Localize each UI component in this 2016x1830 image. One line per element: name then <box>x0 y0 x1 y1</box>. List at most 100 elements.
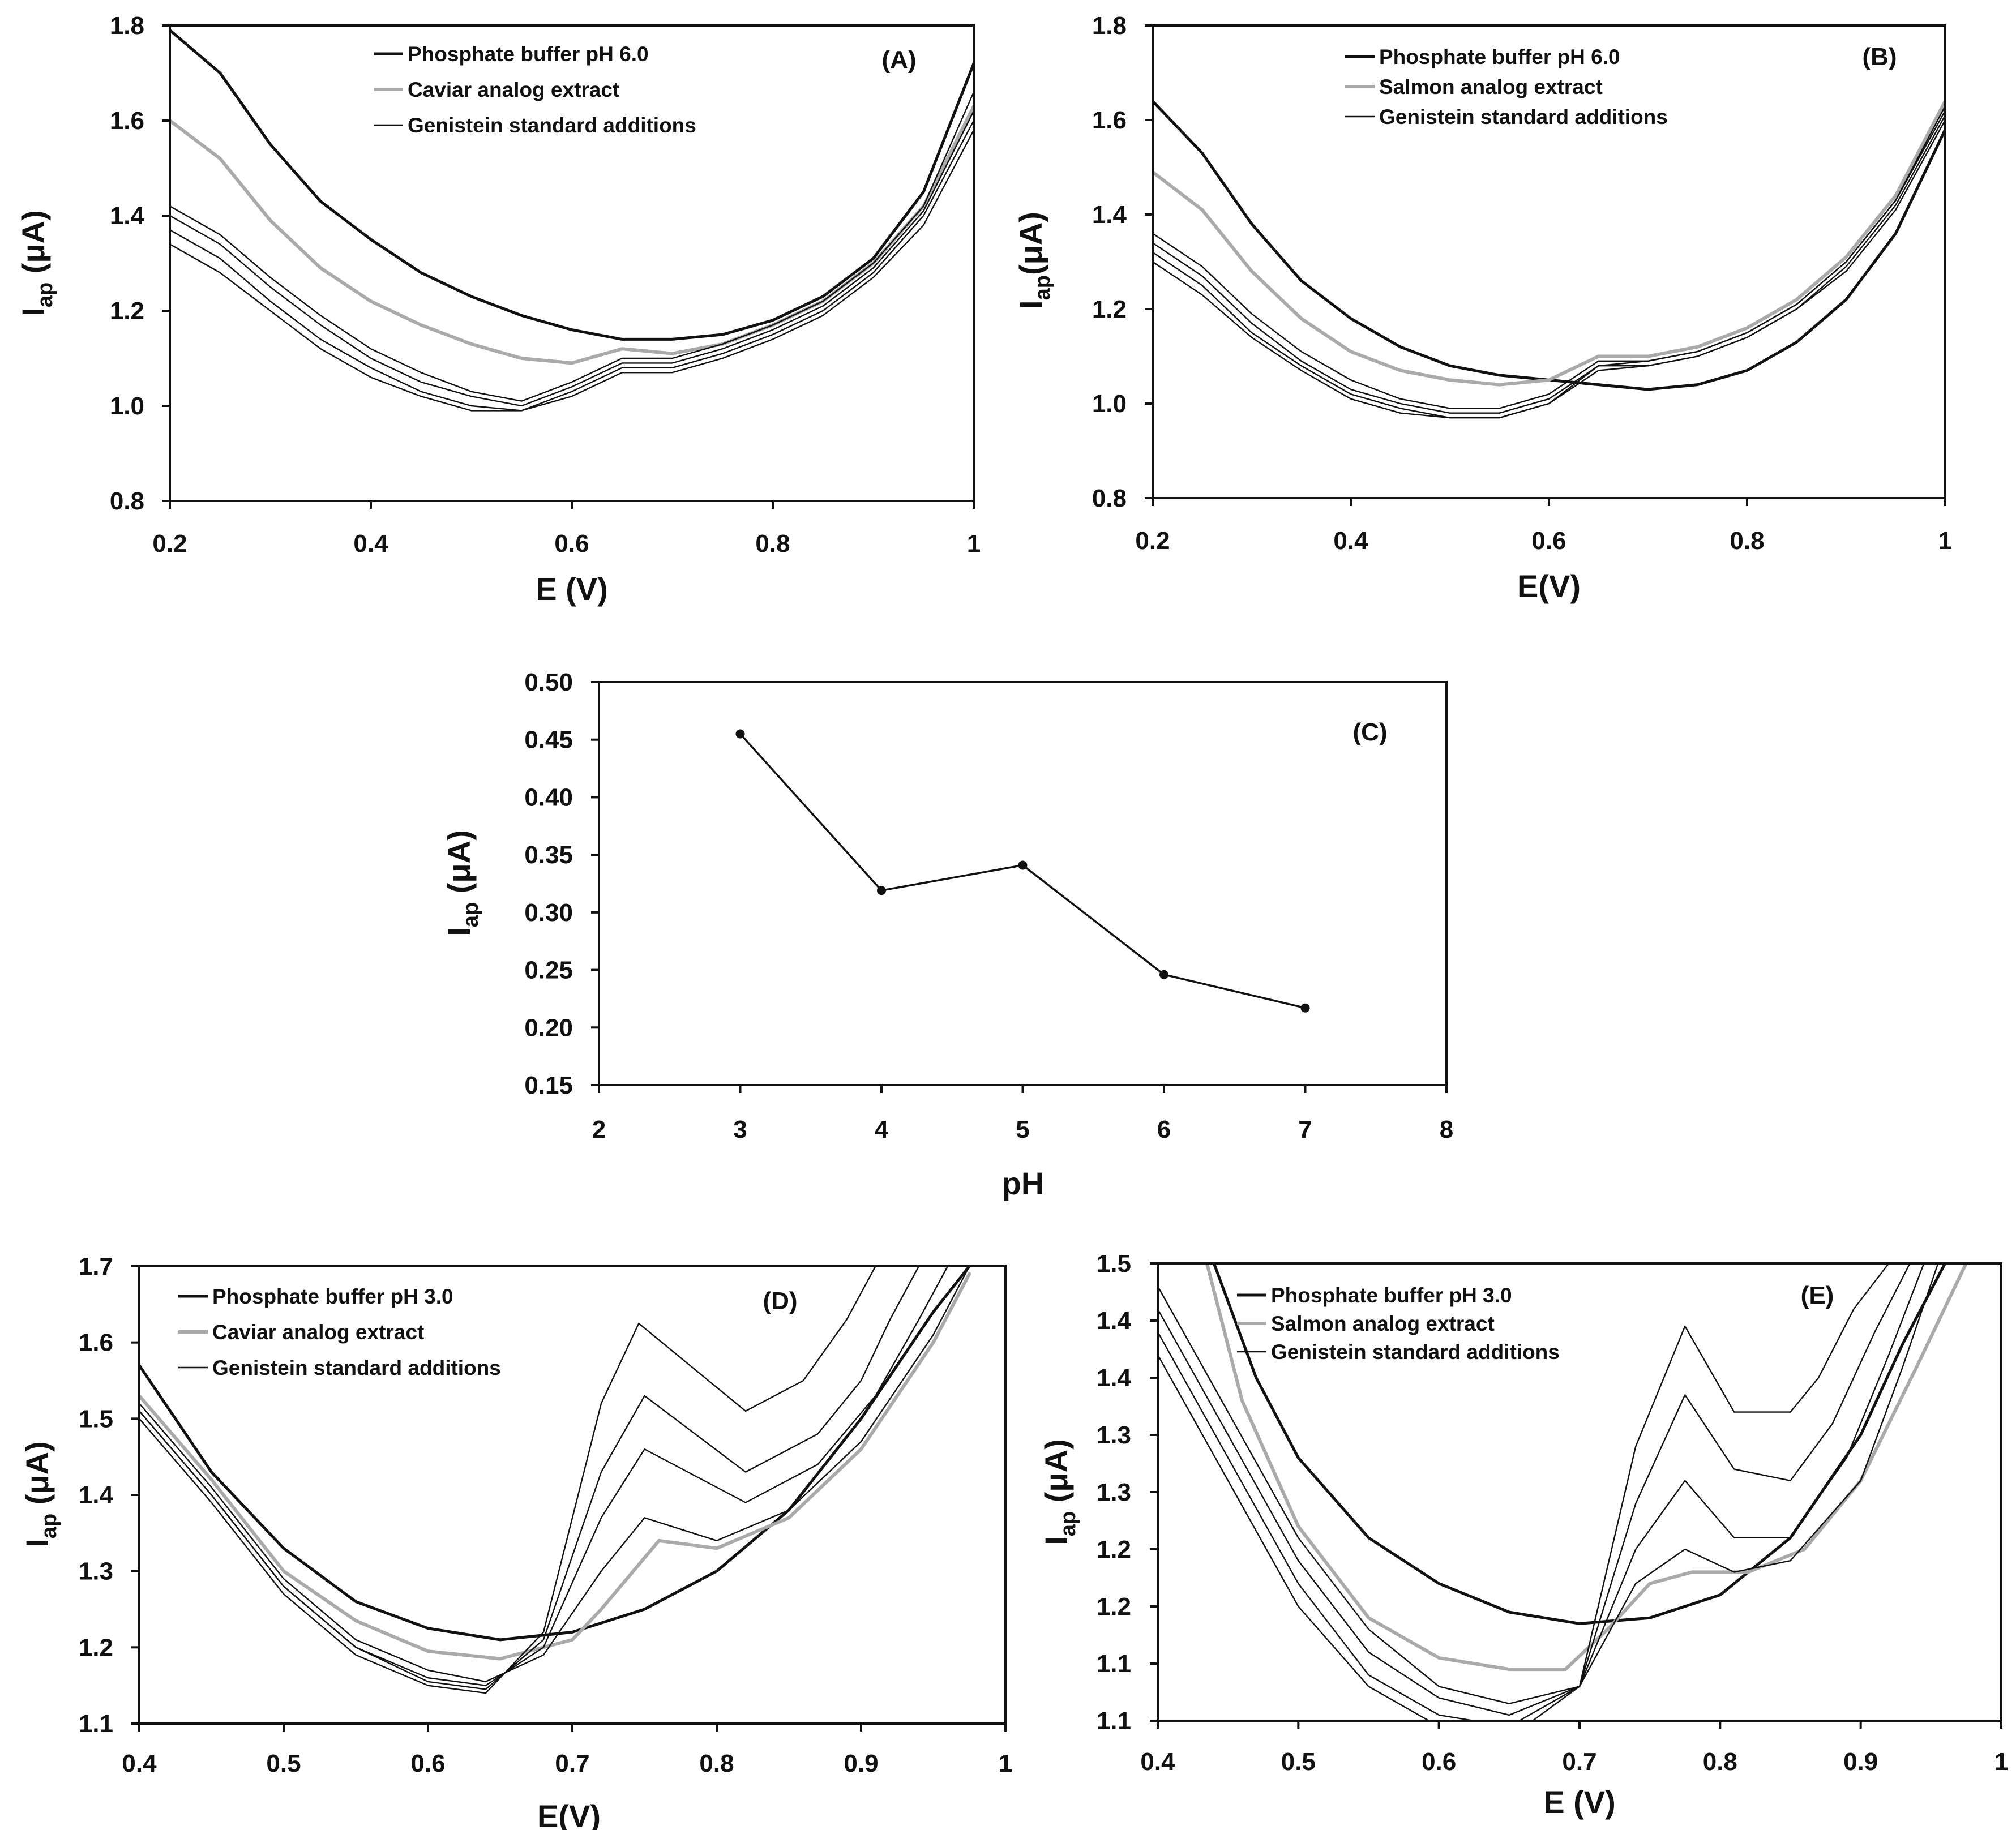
y-tick-label: 1.2 <box>1097 1536 1131 1563</box>
x-tick-label: 8 <box>1440 1116 1453 1143</box>
panel-tag: (C) <box>1352 718 1387 746</box>
panel-d-chart: 0.4 0.5 0.6 0.7 0.8 0.9 1 1.1 1.2 1.3 1.4 1.5 1.6 1.7… <box>19 1253 1012 1830</box>
y-axis-label-sub: ap <box>1031 275 1055 300</box>
x-tick-label: 6 <box>1157 1116 1171 1143</box>
x-tick-label: 0.8 <box>699 1750 734 1777</box>
x-axis-label: E(V) <box>1517 568 1581 604</box>
y-axis-label-main: I <box>441 927 477 936</box>
x-tick-label: 0.2 <box>1135 527 1170 555</box>
y-tick-label: 1.1 <box>79 1710 113 1738</box>
y-tick-label: 0.40 <box>524 783 573 811</box>
y-tick-label: 1.0 <box>110 392 144 420</box>
x-tick-label: 1 <box>1994 1748 2008 1776</box>
x-tick-label: 4 <box>875 1116 889 1143</box>
x-axis-label: E (V) <box>536 571 608 607</box>
plot-area <box>139 1266 971 1694</box>
series-line-3 <box>139 1266 970 1683</box>
y-axis-label-main: I <box>19 1538 55 1548</box>
series-line-2 <box>170 104 974 365</box>
y-axis-label-main: I <box>1013 300 1048 309</box>
series-line-1 <box>739 732 1307 1009</box>
y-tick-label: 1.0 <box>1092 390 1127 418</box>
y-axis-label: Iap (μA) <box>19 1441 61 1547</box>
plot-area <box>1153 99 1945 419</box>
plot-area <box>735 729 1310 1013</box>
series-line-6 <box>170 129 974 412</box>
plot-area <box>1158 1263 1968 1721</box>
legend-label: Salmon analog extract <box>1379 75 1603 98</box>
x-axis-label: pH <box>1002 1165 1045 1201</box>
y-tick-label: 1.1 <box>1097 1650 1131 1678</box>
legend-label: Phosphate buffer pH 3.0 <box>1271 1284 1512 1307</box>
data-point <box>1018 860 1028 870</box>
panel-tag: (E) <box>1801 1282 1834 1309</box>
plot-frame <box>598 681 1448 1086</box>
y-tick-label: 1.3 <box>1097 1421 1131 1449</box>
y-axis-label: Iap (μA) <box>441 830 483 936</box>
series-line-5 <box>1153 114 1945 419</box>
x-tick-label: 0.8 <box>1703 1748 1737 1776</box>
y-tick-label: 0.8 <box>110 487 144 515</box>
x-tick-label: 2 <box>592 1116 606 1143</box>
series-line-5 <box>1158 1263 1911 1721</box>
x-tick-label: 0.4 <box>122 1750 157 1777</box>
y-tick-label: 1.4 <box>110 202 145 230</box>
x-tick-label: 1 <box>999 1750 1012 1777</box>
y-tick-label: 1.4 <box>79 1481 114 1509</box>
series-line-2 <box>1153 99 1945 387</box>
y-tick-label: 1.4 <box>1092 201 1127 229</box>
y-tick-label: 0.45 <box>524 726 573 754</box>
x-tick-label: 0.6 <box>1422 1748 1456 1776</box>
panel-a-chart: 0.2 0.4 0.6 0.8 1 0.8 1.0 1.2 1.4 1.6 1.8 E (V) Iap … <box>15 12 981 607</box>
y-axis-label-unit: (μA) <box>15 210 51 282</box>
y-tick-label: 1.6 <box>110 107 144 135</box>
series-line-3 <box>1158 1263 1939 1704</box>
y-tick-label: 1.1 <box>1097 1707 1131 1735</box>
legend-label: Genistein standard additions <box>1271 1340 1560 1364</box>
plot-area <box>170 28 974 412</box>
data-point <box>1159 970 1168 979</box>
series-line-2 <box>1205 1263 1968 1672</box>
panel-tag: (D) <box>763 1287 797 1315</box>
panel-tag: (B) <box>1862 43 1897 71</box>
y-tick-label: 0.50 <box>524 668 573 696</box>
series-line-4 <box>1158 1263 1925 1716</box>
y-tick-label: 1.2 <box>1092 295 1127 323</box>
y-axis-label-main: I <box>1038 1536 1074 1545</box>
y-axis-label: Iap (μA) <box>15 210 57 316</box>
x-tick-label: 0.4 <box>1140 1748 1175 1776</box>
series-line-4 <box>170 110 974 407</box>
x-tick-label: 7 <box>1298 1116 1312 1143</box>
legend-label: Caviar analog extract <box>408 78 619 101</box>
y-tick-label: 1.5 <box>79 1405 113 1433</box>
x-tick-label: 0.9 <box>1843 1748 1878 1776</box>
y-axis-label-sub: ap <box>1056 1511 1080 1536</box>
series-line-3 <box>1153 105 1945 409</box>
x-tick-label: 0.2 <box>152 530 187 558</box>
x-tick-label: 0.6 <box>554 530 589 558</box>
y-tick-label: 1.3 <box>1097 1478 1131 1506</box>
y-tick-label: 0.8 <box>1092 485 1127 512</box>
y-tick-label: 1.2 <box>110 297 144 325</box>
x-tick-label: 0.6 <box>1531 527 1566 555</box>
y-tick-label: 0.35 <box>524 841 573 869</box>
x-tick-label: 0.8 <box>1730 527 1764 555</box>
x-tick-label: 0.8 <box>755 530 790 558</box>
series-line-5 <box>170 119 974 412</box>
series-line-6 <box>139 1266 876 1694</box>
x-tick-label: 1 <box>1938 527 1952 555</box>
x-tick-label: 0.9 <box>844 1750 878 1777</box>
y-axis-label-unit: (μA) <box>1038 1439 1074 1511</box>
x-tick-label: 0.6 <box>410 1750 445 1777</box>
x-axis-label: E(V) <box>537 1798 601 1830</box>
series-line-6 <box>1153 119 1945 419</box>
data-point <box>1300 1003 1310 1013</box>
y-axis-label-main: I <box>15 307 51 316</box>
y-axis-label: Iap (μA) <box>1038 1439 1080 1545</box>
y-tick-label: 1.2 <box>79 1634 113 1661</box>
series-line-1 <box>170 28 974 341</box>
legend-label: Phosphate buffer pH 3.0 <box>212 1285 453 1308</box>
panel-tag: (A) <box>881 46 916 74</box>
y-tick-label: 0.20 <box>524 1014 573 1042</box>
